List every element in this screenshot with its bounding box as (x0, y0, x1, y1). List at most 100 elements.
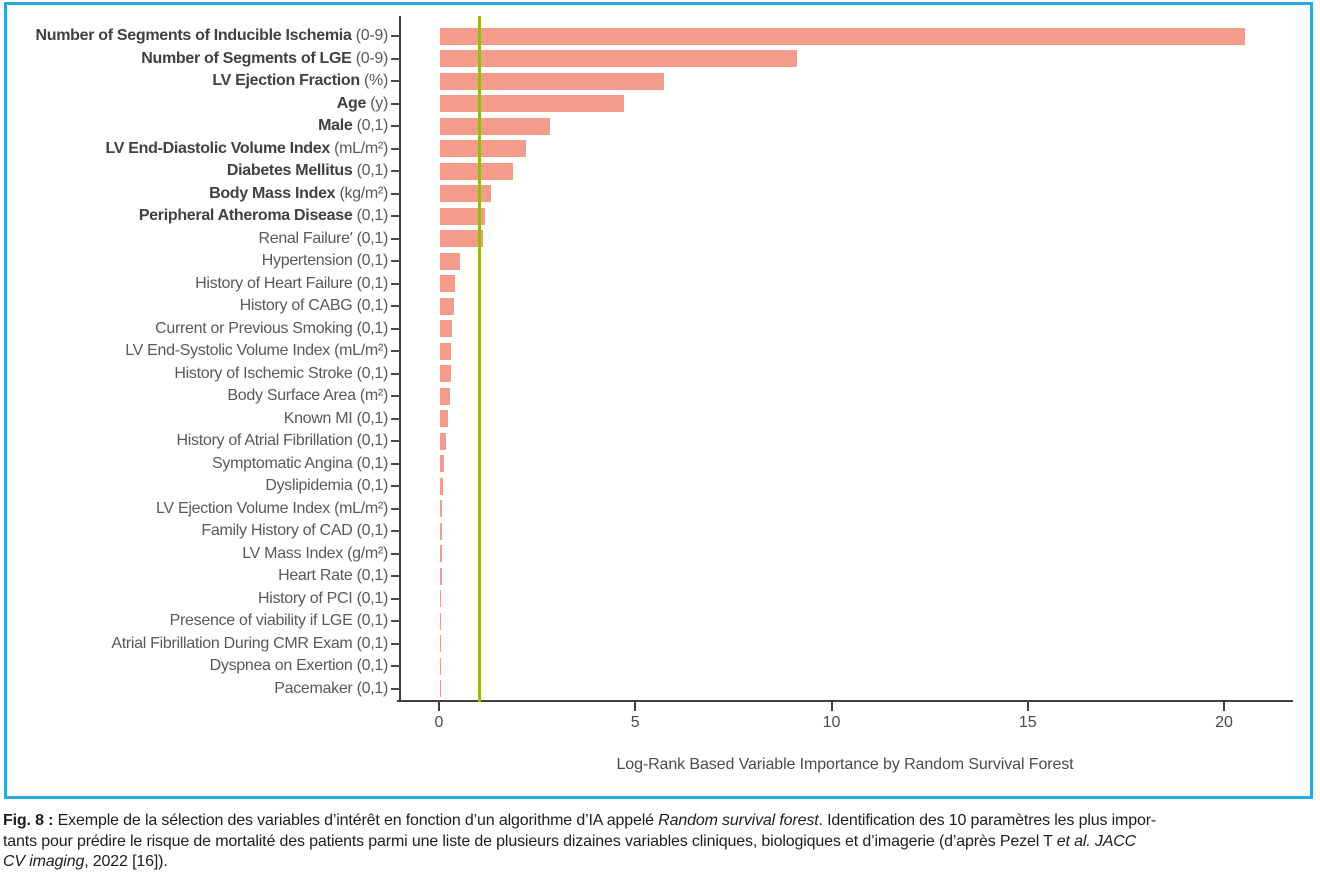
y-tick (391, 192, 400, 195)
y-tick (391, 620, 400, 622)
y-tick (391, 395, 400, 397)
importance-bar (440, 545, 442, 563)
importance-bar (440, 230, 484, 248)
category-label: Number of Segments of Inducible Ischemia… (35, 27, 388, 45)
category-label: Number of Segments of LGE (0-9) (141, 49, 388, 67)
importance-bar (440, 635, 442, 653)
importance-bar (440, 27, 1245, 45)
bar-row: LV Ejection Volume Index (mL/m²) (0, 498, 1320, 521)
y-tick (391, 530, 400, 532)
bar-row: History of PCI (0,1) (0, 588, 1320, 611)
category-label: History of CABG (0,1) (239, 297, 389, 315)
y-tick (391, 575, 400, 577)
bar-row: Number of Segments of LGE (0-9) (0, 48, 1320, 71)
importance-bar (440, 297, 454, 315)
x-tick (634, 702, 637, 711)
bar-row: Peripheral Atheroma Disease (0,1) (0, 205, 1320, 228)
category-label: Diabetes Mellitus (0,1) (226, 162, 388, 180)
y-tick (391, 350, 400, 352)
x-tick-label: 15 (1018, 714, 1037, 731)
bar-row: Dyslipidemia (0,1) (0, 475, 1320, 498)
y-tick (391, 102, 400, 105)
category-label: Hypertension (0,1) (261, 252, 389, 270)
bar-row: Body Mass Index (kg/m²) (0, 183, 1320, 206)
category-label: Peripheral Atheroma Disease (0,1) (138, 207, 388, 225)
category-label: LV Mass Index (g/m²) (242, 544, 388, 562)
category-label: History of Heart Failure (0,1) (195, 274, 388, 292)
category-label: Presence of viability if LGE (0,1) (169, 612, 389, 630)
importance-bar (440, 432, 446, 450)
bar-row: Diabetes Mellitus (0,1) (0, 160, 1320, 183)
bar-row: Pacemaker (0,1) (0, 678, 1320, 701)
y-tick (391, 57, 400, 60)
category-label: Age (y) (336, 94, 389, 112)
bar-row: Number of Segments of Inducible Ischemia… (0, 25, 1320, 48)
y-tick (391, 642, 400, 645)
x-axis-title: Log-Rank Based Variable Importance by Ra… (616, 756, 1074, 773)
category-label: Body Mass Index (kg/m²) (209, 184, 388, 202)
importance-bar (440, 567, 442, 585)
x-tick (1223, 702, 1225, 711)
importance-bar (440, 117, 550, 135)
importance-bar (440, 207, 486, 225)
bar-row: LV Ejection Fraction (%) (0, 70, 1320, 93)
bar-row: Current or Previous Smoking (0,1) (0, 318, 1320, 341)
y-tick (391, 507, 400, 510)
importance-bar (440, 275, 455, 293)
caption-line: CV imaging, 2022 [16]). (3, 853, 168, 870)
bar-row: Symptomatic Angina (0,1) (0, 453, 1320, 476)
importance-bar (440, 612, 442, 630)
importance-bar (440, 500, 443, 518)
importance-bar (440, 365, 451, 383)
y-tick (391, 440, 400, 442)
x-tick (830, 702, 833, 711)
y-tick (391, 260, 400, 262)
importance-threshold-line (478, 16, 481, 702)
bar-row: Family History of CAD (0,1) (0, 520, 1320, 543)
importance-bar (440, 320, 453, 338)
importance-bar (440, 252, 460, 270)
x-tick-label: 0 (434, 714, 444, 731)
importance-bar (440, 455, 444, 473)
y-tick (391, 462, 400, 465)
bar-row: LV Mass Index (g/m²) (0, 543, 1320, 566)
bar-row: History of Ischemic Stroke (0,1) (0, 363, 1320, 386)
bar-row: Body Surface Area (m²) (0, 385, 1320, 408)
category-label: Pacemaker (0,1) (274, 679, 388, 697)
bar-row: Known MI (0,1) (0, 408, 1320, 431)
importance-bar (440, 342, 452, 360)
y-tick (391, 327, 400, 330)
importance-bar (440, 95, 625, 113)
importance-bar (440, 50, 798, 68)
x-axis-line (397, 700, 1293, 702)
category-label: Known MI (0,1) (283, 409, 389, 427)
category-label: LV End-Systolic Volume Index (mL/m²) (125, 342, 388, 360)
y-tick (391, 282, 400, 285)
category-label: LV Ejection Fraction (%) (212, 72, 388, 90)
y-tick (391, 687, 400, 690)
y-tick (391, 372, 400, 375)
importance-bar (440, 477, 443, 495)
importance-bar (440, 590, 442, 608)
x-tick-label: 5 (630, 714, 640, 731)
bar-row: Dyspnea on Exertion (0,1) (0, 655, 1320, 678)
figure-border (4, 2, 1313, 799)
bar-row: History of Atrial Fibrillation (0,1) (0, 430, 1320, 453)
category-label: Male (0,1) (318, 117, 388, 135)
y-tick (391, 485, 400, 487)
importance-bar (440, 680, 441, 698)
x-tick (1026, 702, 1029, 711)
category-label: Heart Rate (0,1) (278, 567, 388, 585)
importance-bar (440, 140, 527, 158)
y-tick (391, 147, 400, 150)
y-tick (391, 35, 400, 37)
bar-row: LV End-Diastolic Volume Index (mL/m²) (0, 138, 1320, 161)
y-tick (391, 305, 400, 307)
bar-row: History of CABG (0,1) (0, 295, 1320, 318)
bar-row: Age (y) (0, 93, 1320, 116)
bar-row: Male (0,1) (0, 115, 1320, 138)
bar-row: Heart Rate (0,1) (0, 565, 1320, 588)
category-label: Body Surface Area (m²) (227, 387, 388, 405)
bar-row: Renal Failure′ (0,1) (0, 228, 1320, 251)
category-label: Family History of CAD (0,1) (201, 522, 388, 540)
